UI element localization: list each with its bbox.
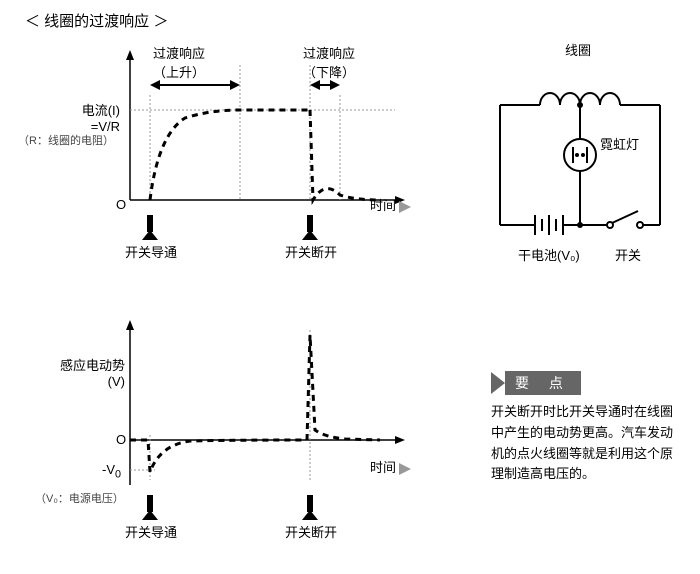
page-title: ＜ 线圈的过渡响应 ＞ xyxy=(25,10,168,31)
keypoint-text: 开关断开时比开关导通时在线圈中产生的电动势更高。汽车发动机的点火线圈等就是利用这… xyxy=(491,402,681,485)
arrow-right-icon xyxy=(399,463,411,475)
circuit-diagram xyxy=(480,55,680,265)
x-label-1: 时间 xyxy=(370,195,411,214)
arrow-right-icon xyxy=(399,201,411,213)
switch-off-2: 开关断开 xyxy=(285,522,337,541)
fall-label: 过渡响应（下降） xyxy=(303,43,355,81)
battery-label: 干电池(V₀) xyxy=(518,245,580,264)
switch-off-1: 开关断开 xyxy=(285,242,337,261)
play-icon xyxy=(491,372,505,394)
neon-label: 霓虹灯 xyxy=(600,134,639,153)
neg-v0: -V0 xyxy=(102,462,121,481)
x-label-2: 时间 xyxy=(370,457,411,476)
coil-label: 线圈 xyxy=(565,40,591,59)
v0-note: （V₀：电源电压） xyxy=(35,490,124,506)
keypoint-header: 要 点 xyxy=(491,371,581,395)
y-label-current: 电流(I)=V/R xyxy=(40,100,120,134)
y-label-emf: 感应电动势(V) xyxy=(45,355,125,389)
rise-label: 过渡响应（上升） xyxy=(153,43,205,81)
chart-emf xyxy=(100,310,420,540)
switch-on-1: 开关导通 xyxy=(125,242,177,261)
y-label-r: （R：线圈的电阻） xyxy=(18,132,114,148)
keypoint-title: 要 点 xyxy=(505,371,581,395)
switch-on-2: 开关导通 xyxy=(125,522,177,541)
switch-label: 开关 xyxy=(615,245,641,264)
origin-1: O xyxy=(116,197,126,212)
origin-2: O xyxy=(116,432,126,447)
